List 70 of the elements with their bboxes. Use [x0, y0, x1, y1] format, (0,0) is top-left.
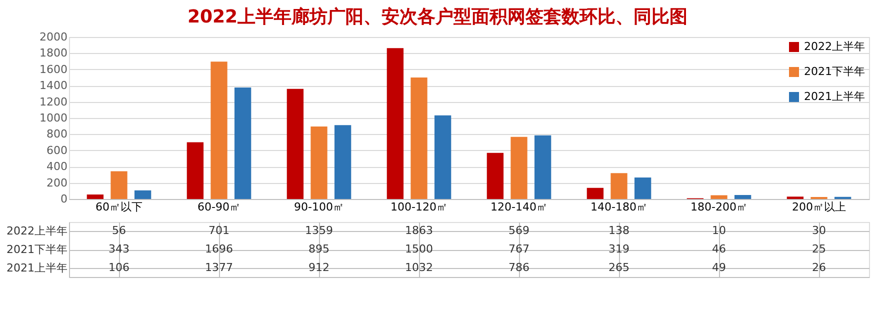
data-label: 265 — [608, 260, 630, 274]
bar — [134, 190, 152, 199]
data-label: 26 — [812, 260, 826, 274]
bar — [310, 126, 328, 199]
x-tick-label: 120-140㎡ — [490, 200, 548, 214]
data-label: 106 — [108, 260, 130, 274]
legend-label: 2022上半年 — [804, 40, 865, 53]
data-label: 30 — [812, 224, 826, 238]
bar — [510, 136, 528, 199]
data-label: 701 — [208, 224, 230, 238]
y-tick-label: 0 — [60, 192, 68, 206]
y-tick-label: 1600 — [40, 62, 68, 76]
bar — [734, 195, 752, 199]
bar — [534, 135, 552, 199]
data-label: 1032 — [405, 260, 433, 274]
y-tick-label: 800 — [46, 128, 68, 141]
x-tick-label: 140-180㎡ — [590, 200, 648, 214]
data-label: 319 — [608, 242, 630, 256]
data-label: 138 — [608, 224, 630, 238]
bar — [334, 125, 352, 199]
data-label: 895 — [308, 242, 330, 256]
text: 2021下半年 — [6, 243, 68, 256]
y-tick-label: 1400 — [40, 79, 68, 92]
data-label: 56 — [112, 224, 126, 238]
bar — [234, 87, 252, 199]
data-label: 1500 — [405, 242, 433, 256]
data-label: 1696 — [205, 242, 233, 256]
data-label: 25 — [812, 242, 826, 256]
bar — [186, 142, 204, 199]
data-label: 1359 — [305, 224, 333, 238]
y-tick-label: 1000 — [40, 112, 68, 124]
data-label: 1863 — [405, 224, 433, 238]
x-tick-label: 90-100㎡ — [294, 200, 344, 214]
data-label: 343 — [108, 242, 130, 256]
data-label: 786 — [508, 260, 530, 274]
bar — [586, 188, 604, 199]
bar — [210, 62, 228, 199]
data-label: 569 — [508, 224, 530, 238]
bar — [86, 194, 104, 199]
y-tick-label: 400 — [46, 160, 68, 174]
bar — [286, 88, 304, 199]
x-tick-label: 100-120㎡ — [390, 200, 448, 214]
y-tick-label: 1800 — [40, 46, 68, 60]
x-tick-label: 60-90㎡ — [198, 200, 240, 214]
data-label: 10 — [712, 224, 726, 238]
legend-label: 2021下半年 — [804, 65, 865, 78]
data-label: 49 — [712, 260, 726, 274]
y-tick-label: 200 — [46, 176, 68, 190]
y-tick-label: 1200 — [40, 95, 68, 108]
x-tick-label: 200㎡以上 — [792, 200, 846, 214]
x-tick-label: 60㎡以下 — [96, 200, 142, 214]
text: 2022上半年 — [6, 224, 68, 238]
data-label: 1377 — [205, 260, 233, 274]
y-tick-label: 2000 — [40, 30, 68, 44]
data-label: 767 — [508, 242, 530, 256]
chart-title: 2022上半年廊坊广阳、安次各户型面积网签套数环比、同比图 — [187, 6, 688, 28]
legend-label: 2021上半年 — [804, 90, 865, 103]
data-label: 912 — [308, 260, 330, 274]
bar — [434, 115, 452, 199]
bar — [634, 178, 652, 199]
y-tick-label: 600 — [46, 144, 68, 157]
bar — [110, 171, 128, 199]
bar — [386, 48, 404, 199]
data-label: 46 — [712, 242, 726, 256]
bar — [410, 78, 428, 199]
bar — [610, 173, 628, 199]
bar — [710, 195, 728, 199]
x-tick-label: 180-200㎡ — [690, 200, 748, 214]
text: 2021上半年 — [6, 261, 68, 274]
bar — [486, 152, 504, 199]
